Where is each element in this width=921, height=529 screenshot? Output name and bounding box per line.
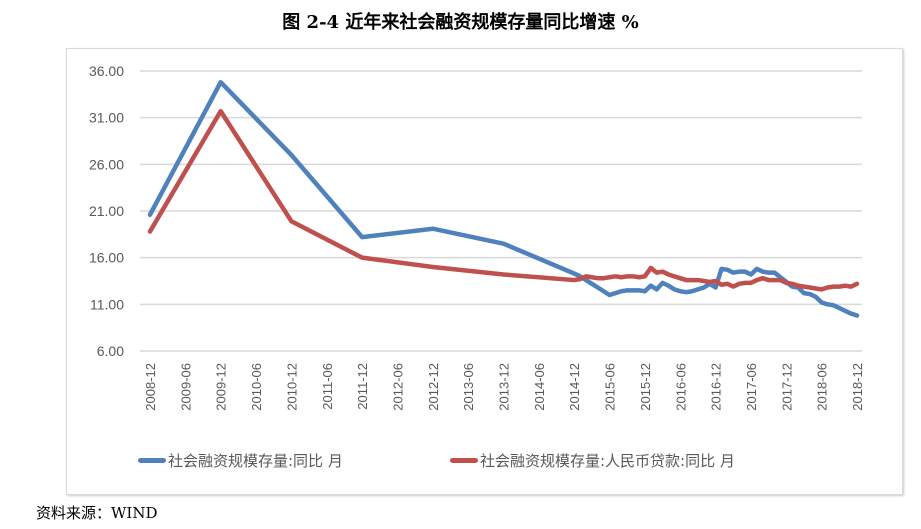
x-tick-label: 2012-06	[390, 363, 405, 411]
x-tick-label: 2015-12	[638, 363, 653, 411]
x-tick-label: 2017-06	[744, 363, 759, 411]
y-tick-label: 36.00	[89, 63, 124, 79]
y-tick-label: 26.00	[89, 156, 124, 172]
legend-label: 社会融资规模存量:同比 月	[168, 452, 343, 470]
y-tick-label: 21.00	[89, 203, 124, 219]
x-tick-label: 2014-06	[532, 363, 547, 411]
x-tick-label: 2013-12	[497, 363, 512, 411]
legend-label: 社会融资规模存量:人民币贷款:同比 月	[480, 452, 735, 470]
chart-title: 图 2-4 近年来社会融资规模存量同比增速 %	[282, 12, 639, 33]
x-tick-label: 2009-06	[178, 363, 193, 411]
x-tick-label: 2010-12	[284, 363, 299, 411]
legend-swatch-blue	[138, 458, 166, 463]
y-tick-label: 31.00	[89, 110, 124, 126]
y-tick-label: 11.00	[90, 296, 124, 312]
x-tick-label: 2011-06	[320, 363, 335, 410]
x-tick-label: 2008-12	[143, 363, 158, 411]
legend-swatch-red	[450, 458, 478, 463]
legend-item-series-2: 社会融资规模存量:人民币贷款:同比 月	[450, 450, 735, 471]
x-tick-label: 2012-12	[426, 363, 441, 411]
x-tick-label: 2018-06	[815, 363, 830, 411]
x-tick-label: 2016-12	[709, 363, 724, 411]
y-tick-label: 6.00	[97, 343, 124, 359]
x-tick-label: 2017-12	[779, 363, 794, 411]
x-tick-label: 2018-12	[850, 363, 865, 411]
x-tick-label: 2014-12	[567, 363, 582, 411]
series-line-1	[147, 79, 860, 318]
x-tick-label: 2011-12	[355, 363, 370, 410]
series-line-2	[147, 108, 860, 292]
source-note: 资料来源：WIND	[36, 504, 158, 522]
x-tick-label: 2015-06	[603, 363, 618, 411]
x-tick-label: 2009-12	[214, 363, 229, 411]
x-tick-label: 2013-06	[461, 363, 476, 411]
chart-frame	[66, 48, 903, 495]
x-tick-label: 2010-06	[249, 363, 264, 411]
legend-item-series-1: 社会融资规模存量:同比 月	[138, 450, 343, 471]
y-tick-label: 16.00	[89, 250, 124, 266]
x-tick-label: 2016-06	[673, 363, 688, 411]
